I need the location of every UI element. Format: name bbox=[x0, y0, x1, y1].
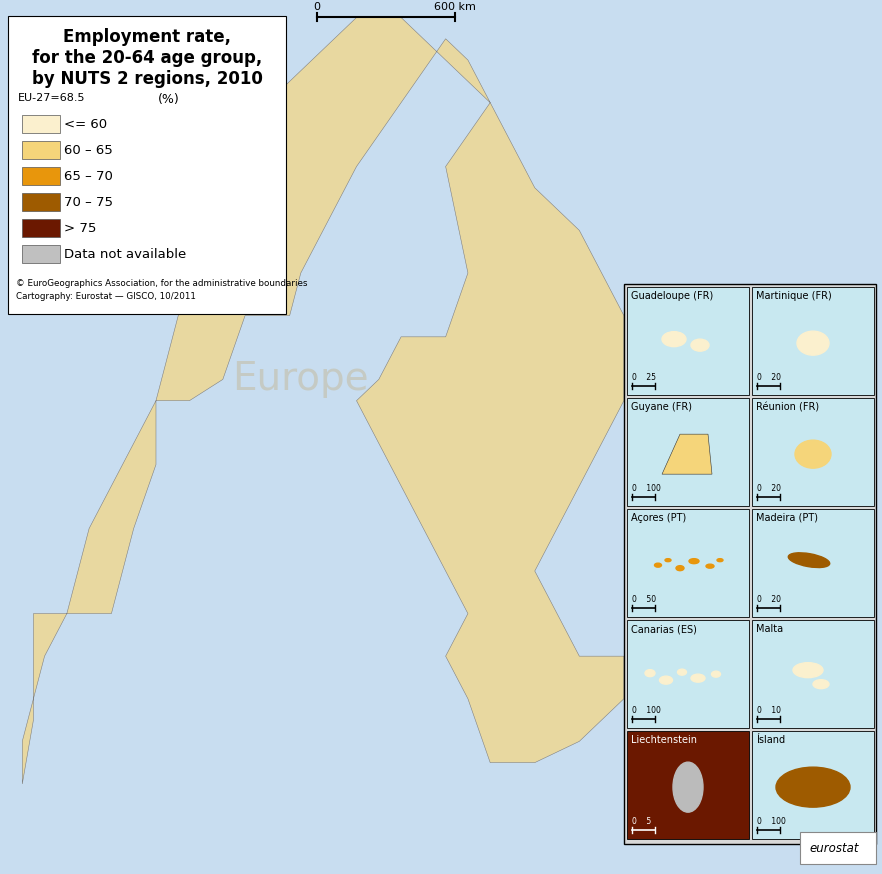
Text: 0    100: 0 100 bbox=[757, 817, 786, 826]
Text: by NUTS 2 regions, 2010: by NUTS 2 regions, 2010 bbox=[32, 70, 263, 88]
Text: 0    100: 0 100 bbox=[632, 484, 661, 493]
Bar bbox=[627, 398, 749, 506]
Text: (%): (%) bbox=[158, 93, 180, 106]
Ellipse shape bbox=[691, 339, 709, 351]
Text: Guyane (FR): Guyane (FR) bbox=[631, 402, 692, 412]
Bar bbox=[627, 731, 749, 839]
Ellipse shape bbox=[795, 440, 831, 468]
Text: Employment rate,: Employment rate, bbox=[63, 28, 231, 46]
Text: 70 – 75: 70 – 75 bbox=[64, 196, 113, 209]
Ellipse shape bbox=[654, 563, 662, 567]
Ellipse shape bbox=[691, 674, 705, 683]
Ellipse shape bbox=[689, 558, 699, 564]
Text: Réunion (FR): Réunion (FR) bbox=[756, 402, 819, 412]
Text: 60 – 65: 60 – 65 bbox=[64, 143, 113, 156]
Polygon shape bbox=[22, 17, 624, 784]
Bar bbox=[800, 832, 876, 864]
Ellipse shape bbox=[677, 669, 686, 675]
Text: eurostat: eurostat bbox=[810, 842, 859, 855]
Bar bbox=[752, 620, 874, 728]
Ellipse shape bbox=[712, 671, 721, 677]
Bar bbox=[752, 398, 874, 506]
Text: EU-27=68.5: EU-27=68.5 bbox=[18, 93, 86, 103]
Bar bbox=[627, 287, 749, 395]
Ellipse shape bbox=[673, 762, 703, 812]
Text: 0    5: 0 5 bbox=[632, 817, 651, 826]
Text: Cartography: Eurostat — GISCO, 10/2011: Cartography: Eurostat — GISCO, 10/2011 bbox=[16, 292, 196, 301]
Bar bbox=[22, 115, 60, 133]
Ellipse shape bbox=[793, 662, 823, 677]
Text: Canarias (ES): Canarias (ES) bbox=[631, 624, 697, 634]
Ellipse shape bbox=[662, 331, 686, 347]
Bar bbox=[22, 245, 60, 263]
Text: Malta: Malta bbox=[756, 624, 783, 634]
Text: 0    10: 0 10 bbox=[757, 706, 781, 715]
Text: 0    20: 0 20 bbox=[757, 595, 781, 604]
Bar bbox=[8, 16, 286, 314]
Ellipse shape bbox=[645, 669, 655, 676]
Ellipse shape bbox=[776, 767, 850, 808]
Text: for the 20-64 age group,: for the 20-64 age group, bbox=[32, 49, 262, 67]
Polygon shape bbox=[662, 434, 712, 475]
Text: Guadeloupe (FR): Guadeloupe (FR) bbox=[631, 291, 714, 301]
Ellipse shape bbox=[660, 676, 672, 684]
Text: 0: 0 bbox=[313, 2, 320, 12]
Bar bbox=[22, 193, 60, 211]
Text: Madeira (PT): Madeira (PT) bbox=[756, 513, 818, 523]
Text: Data not available: Data not available bbox=[64, 247, 186, 260]
Bar bbox=[624, 284, 876, 844]
Text: 0    50: 0 50 bbox=[632, 595, 656, 604]
Text: 600 km: 600 km bbox=[434, 2, 476, 12]
Ellipse shape bbox=[797, 331, 829, 355]
Text: 0    25: 0 25 bbox=[632, 373, 656, 382]
Ellipse shape bbox=[789, 552, 830, 567]
Text: Ísland: Ísland bbox=[756, 735, 785, 745]
Ellipse shape bbox=[665, 558, 671, 562]
Bar bbox=[627, 509, 749, 617]
Text: 0    20: 0 20 bbox=[757, 373, 781, 382]
Bar bbox=[752, 509, 874, 617]
Text: 0    100: 0 100 bbox=[632, 706, 661, 715]
Ellipse shape bbox=[813, 680, 829, 689]
Bar bbox=[22, 219, 60, 237]
Text: Martinique (FR): Martinique (FR) bbox=[756, 291, 832, 301]
Text: 0    20: 0 20 bbox=[757, 484, 781, 493]
Text: © EuroGeographics Association, for the administrative boundaries: © EuroGeographics Association, for the a… bbox=[16, 279, 308, 288]
Text: Liechtenstein: Liechtenstein bbox=[631, 735, 697, 745]
Bar bbox=[627, 620, 749, 728]
Text: Açores (PT): Açores (PT) bbox=[631, 513, 686, 523]
Text: Europe: Europe bbox=[233, 360, 370, 399]
Bar bbox=[22, 141, 60, 159]
Text: <= 60: <= 60 bbox=[64, 117, 107, 130]
Ellipse shape bbox=[717, 558, 723, 562]
Ellipse shape bbox=[676, 565, 684, 571]
Bar bbox=[22, 167, 60, 185]
Text: > 75: > 75 bbox=[64, 221, 96, 234]
Text: 65 – 70: 65 – 70 bbox=[64, 170, 113, 183]
Bar bbox=[752, 731, 874, 839]
Ellipse shape bbox=[706, 564, 714, 568]
Bar bbox=[752, 287, 874, 395]
